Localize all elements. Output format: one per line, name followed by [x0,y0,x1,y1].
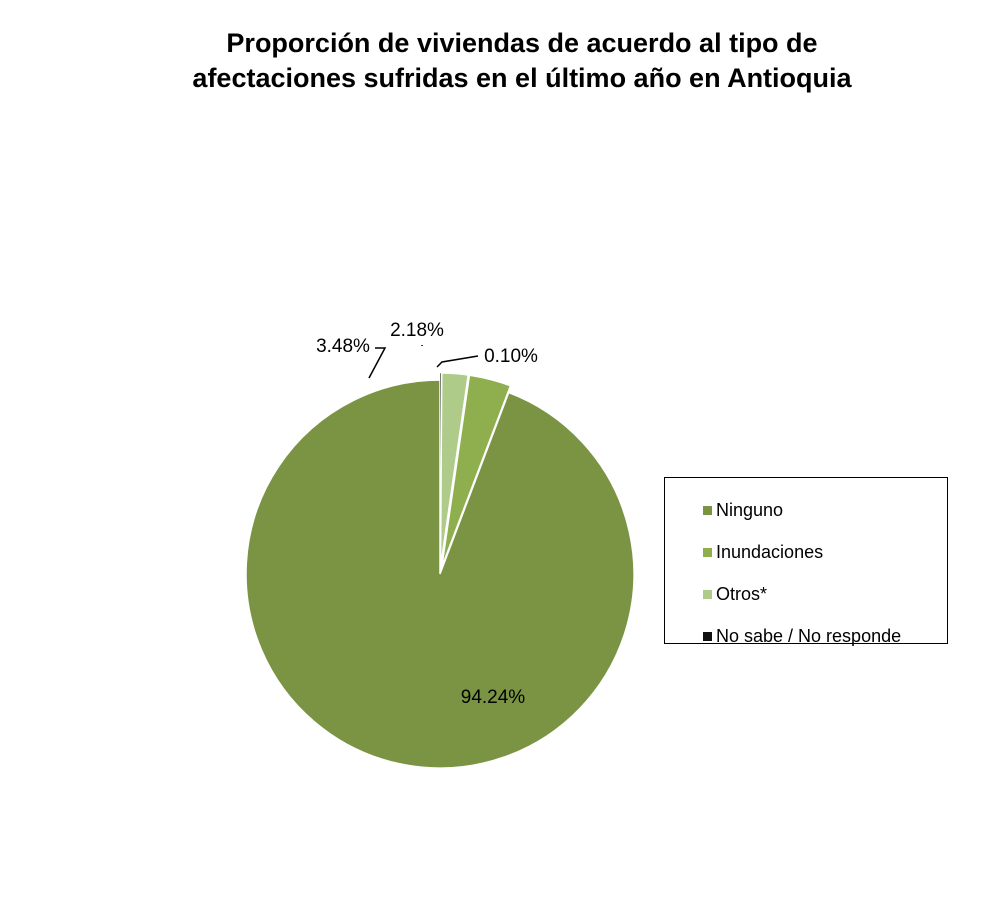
chart-title: Proporción de viviendas de acuerdo al ti… [0,26,994,96]
legend: Ninguno Inundaciones Otros* No sabe / No… [664,477,948,646]
leader-line-no-sabe-no-responde [436,355,479,368]
legend-label-ninguno: Ninguno [716,499,784,520]
leader-line-inundaciones [368,347,387,379]
slice-label-inundaciones: 3.48% [316,336,370,357]
slice-label-otros: 2.18% [390,320,444,341]
legend-swatch-ninguno [703,505,712,515]
slice-labels: 94.24% 3.48% 2.18% 0.10% [316,320,538,708]
slice-label-no-sabe-no-responde: 0.10% [484,346,538,367]
pie-slice-ninguno [245,379,635,769]
pie-slice-otros [439,372,470,568]
legend-item-no-sabe: No sabe / No responde [665,615,947,657]
slice-label-ninguno: 94.24% [461,687,526,708]
pie-slices [245,372,635,769]
leader-lines [368,345,479,379]
legend-swatch-inundaciones [703,547,712,557]
legend-swatch-otros [703,589,712,599]
legend-label-no-sabe: No sabe / No responde [716,625,902,646]
chart-title-line-1: Proporción de viviendas de acuerdo al ti… [226,28,818,58]
pie-slice-inundaciones [441,374,512,568]
chart-title-line-2: afectaciones sufridas en el último año e… [192,63,852,93]
legend-swatch-no-sabe [703,631,712,641]
legend-label-otros: Otros* [716,583,768,604]
legend-item-otros: Otros* [665,573,947,615]
legend-item-inundaciones: Inundaciones [665,531,947,573]
legend-label-inundaciones: Inundaciones [716,541,824,562]
pie-slice-no-sabe-no-responde [439,372,442,568]
legend-item-ninguno: Ninguno [665,489,947,531]
